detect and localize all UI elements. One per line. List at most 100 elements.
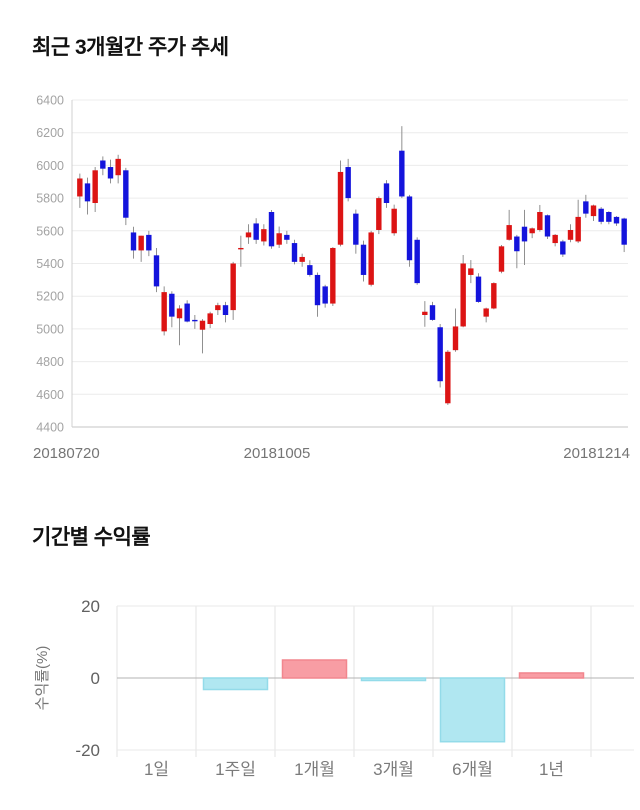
- candle-up: [77, 178, 83, 197]
- price-candlestick-chart: 6400 6200 6000 5800 5600 5400 5200 5000 4800 4600…: [33, 94, 630, 463]
- candle-up: [199, 320, 206, 330]
- candle-up: [529, 228, 535, 234]
- candle-down: [123, 170, 129, 218]
- candle-down: [100, 160, 106, 169]
- candle-up: [445, 351, 451, 404]
- candle-up: [460, 263, 466, 327]
- candle-up: [261, 229, 267, 242]
- candle-down: [291, 243, 298, 262]
- bar-negative: [202, 677, 269, 691]
- candle-down: [107, 167, 114, 179]
- candle-down: [284, 234, 290, 240]
- candle-down: [307, 265, 313, 275]
- candle-down: [345, 167, 351, 199]
- candle-down: [560, 241, 566, 255]
- candle-down: [437, 327, 443, 382]
- candle-up: [337, 171, 344, 245]
- candle-down: [621, 218, 627, 245]
- candle-up: [391, 208, 397, 234]
- candle-down: [130, 232, 137, 251]
- candle-up: [376, 198, 382, 230]
- candle-up: [238, 247, 244, 250]
- candle-down: [514, 236, 520, 252]
- price-y-tick-label: 5800: [36, 192, 64, 206]
- candle-down: [84, 183, 91, 202]
- candle-down: [146, 234, 152, 251]
- candle-down: [353, 213, 359, 245]
- candle-up: [299, 256, 305, 262]
- price-x-tick-label: 20181005: [244, 445, 311, 462]
- candle-down: [544, 215, 551, 237]
- price-y-tick-label: 4600: [36, 388, 64, 402]
- period-returns-bar-chart: 20 0 -20 수익률(%) 1일 1주일 1개월 3개월 6개월 1년: [34, 597, 634, 779]
- returns-category-label: 3개월: [373, 760, 414, 779]
- price-y-tick-label: 5400: [36, 257, 64, 271]
- returns-category-label: 6개월: [452, 760, 493, 779]
- returns-chart-title: 기간별 수익률: [32, 526, 151, 549]
- price-x-tick-label: 20181214: [563, 445, 630, 462]
- candle-down: [383, 183, 390, 204]
- candle-down: [399, 150, 405, 197]
- candle-up: [567, 229, 574, 240]
- candle-up: [161, 292, 167, 332]
- candle-down: [153, 255, 160, 287]
- candle-up: [215, 305, 221, 311]
- candle-up: [176, 308, 183, 319]
- candle-up: [483, 308, 489, 317]
- bar-negative: [360, 677, 427, 682]
- candle-down: [184, 303, 190, 322]
- bar-positive: [518, 672, 585, 679]
- candle-up: [207, 313, 213, 324]
- candle-down: [598, 208, 604, 222]
- candle-up: [330, 247, 336, 304]
- price-y-tick-label: 6400: [36, 94, 64, 108]
- candle-up: [422, 311, 428, 316]
- price-y-tick-label: 6000: [36, 159, 64, 173]
- candle-down: [583, 201, 589, 214]
- price-x-tick-label: 20180720: [33, 445, 100, 462]
- candle-up: [506, 225, 512, 240]
- candle-down: [192, 319, 198, 322]
- returns-category-label: 1개월: [294, 760, 335, 779]
- returns-category-label: 1년: [539, 760, 564, 779]
- candle-down: [414, 239, 420, 284]
- candle-down: [322, 286, 328, 304]
- candle-down: [253, 223, 259, 240]
- candle-up: [138, 235, 144, 251]
- price-y-tick-label: 5200: [36, 290, 64, 304]
- candle-up: [498, 246, 505, 272]
- candle-up: [491, 283, 497, 309]
- price-y-tick-label: 4800: [36, 355, 64, 369]
- candle-down: [169, 293, 175, 317]
- returns-category-label: 1주일: [215, 760, 256, 779]
- price-y-tick-label: 5600: [36, 224, 64, 238]
- returns-y-axis-label: 수익률(%): [34, 646, 51, 711]
- candle-down: [268, 211, 275, 247]
- candle-up: [537, 211, 543, 230]
- candle-up: [468, 268, 474, 275]
- bar-negative: [439, 677, 506, 743]
- price-y-tick-label: 4400: [36, 421, 64, 435]
- candle-down: [406, 196, 413, 261]
- candle-up: [552, 234, 558, 244]
- returns-category-label: 1일: [144, 760, 169, 779]
- candle-up: [245, 232, 252, 238]
- returns-y-tick-label: 20: [81, 597, 100, 616]
- candle-down: [360, 244, 367, 275]
- candle-up: [452, 326, 459, 351]
- candle-up: [276, 233, 282, 245]
- candle-down: [314, 274, 321, 306]
- candle-down: [606, 211, 612, 222]
- candle-up: [575, 216, 581, 242]
- price-y-tick-label: 5000: [36, 322, 64, 336]
- candle-up: [92, 170, 98, 204]
- price-chart-title: 최근 3개월간 주가 추세: [32, 36, 229, 59]
- candle-down: [475, 276, 482, 302]
- candle-up: [590, 205, 597, 217]
- price-y-tick-label: 6200: [36, 126, 64, 140]
- returns-y-tick-label: -20: [75, 741, 100, 760]
- candle-down: [613, 216, 620, 224]
- candle-down: [429, 305, 436, 320]
- candle-down: [521, 226, 528, 242]
